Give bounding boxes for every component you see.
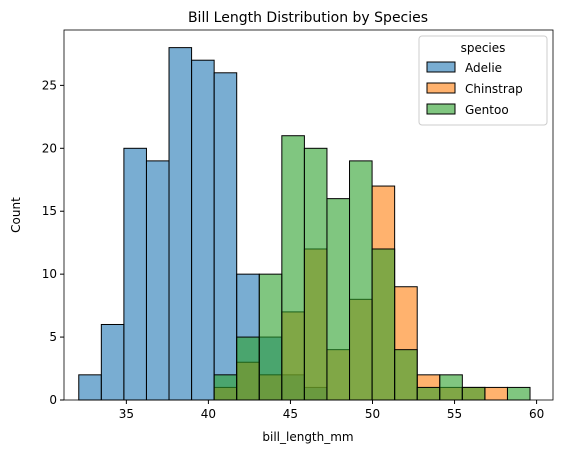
x-tick-label: 60	[529, 407, 544, 421]
bar	[439, 374, 463, 401]
legend-swatch	[426, 103, 456, 115]
x-tick-label: 35	[119, 407, 134, 421]
bar	[371, 248, 396, 401]
legend-label: Gentoo	[465, 103, 509, 117]
chart-title: Bill Length Distribution by Species	[188, 10, 428, 26]
bar	[191, 59, 215, 401]
plot-frame	[63, 29, 554, 401]
y-tick-label: 15	[42, 204, 57, 218]
legend-label: Adelie	[465, 61, 502, 75]
bar	[213, 72, 238, 401]
legend-swatch	[426, 82, 456, 94]
y-tick-label: 10	[42, 267, 57, 281]
bar	[303, 147, 328, 401]
bar	[461, 386, 486, 401]
bar	[506, 386, 531, 401]
bar	[349, 160, 373, 401]
x-tick-label: 40	[201, 407, 216, 421]
bar	[484, 386, 508, 401]
legend-box	[418, 35, 548, 126]
y-axis-label: Count	[9, 197, 23, 233]
x-tick-label: 45	[283, 407, 298, 421]
bar	[123, 147, 147, 401]
bar	[236, 336, 260, 401]
y-tick-label: 5	[49, 330, 57, 344]
legend-swatch	[426, 61, 456, 73]
x-tick-label: 55	[447, 407, 462, 421]
x-tick-label: 50	[365, 407, 380, 421]
y-tick-label: 20	[42, 141, 57, 155]
x-axis-label: bill_length_mm	[262, 430, 353, 444]
bar	[213, 374, 238, 401]
bar	[326, 198, 351, 401]
bar	[258, 273, 283, 401]
bar	[416, 386, 441, 401]
y-tick-label: 25	[42, 78, 57, 92]
bar	[281, 135, 305, 401]
legend-label: Chinstrap	[465, 82, 523, 96]
bar	[78, 374, 102, 401]
bar	[394, 349, 418, 401]
bar	[145, 160, 170, 401]
y-tick-label: 0	[49, 393, 57, 407]
legend-title: species	[461, 41, 506, 55]
bar	[168, 47, 193, 401]
bar	[100, 323, 125, 401]
